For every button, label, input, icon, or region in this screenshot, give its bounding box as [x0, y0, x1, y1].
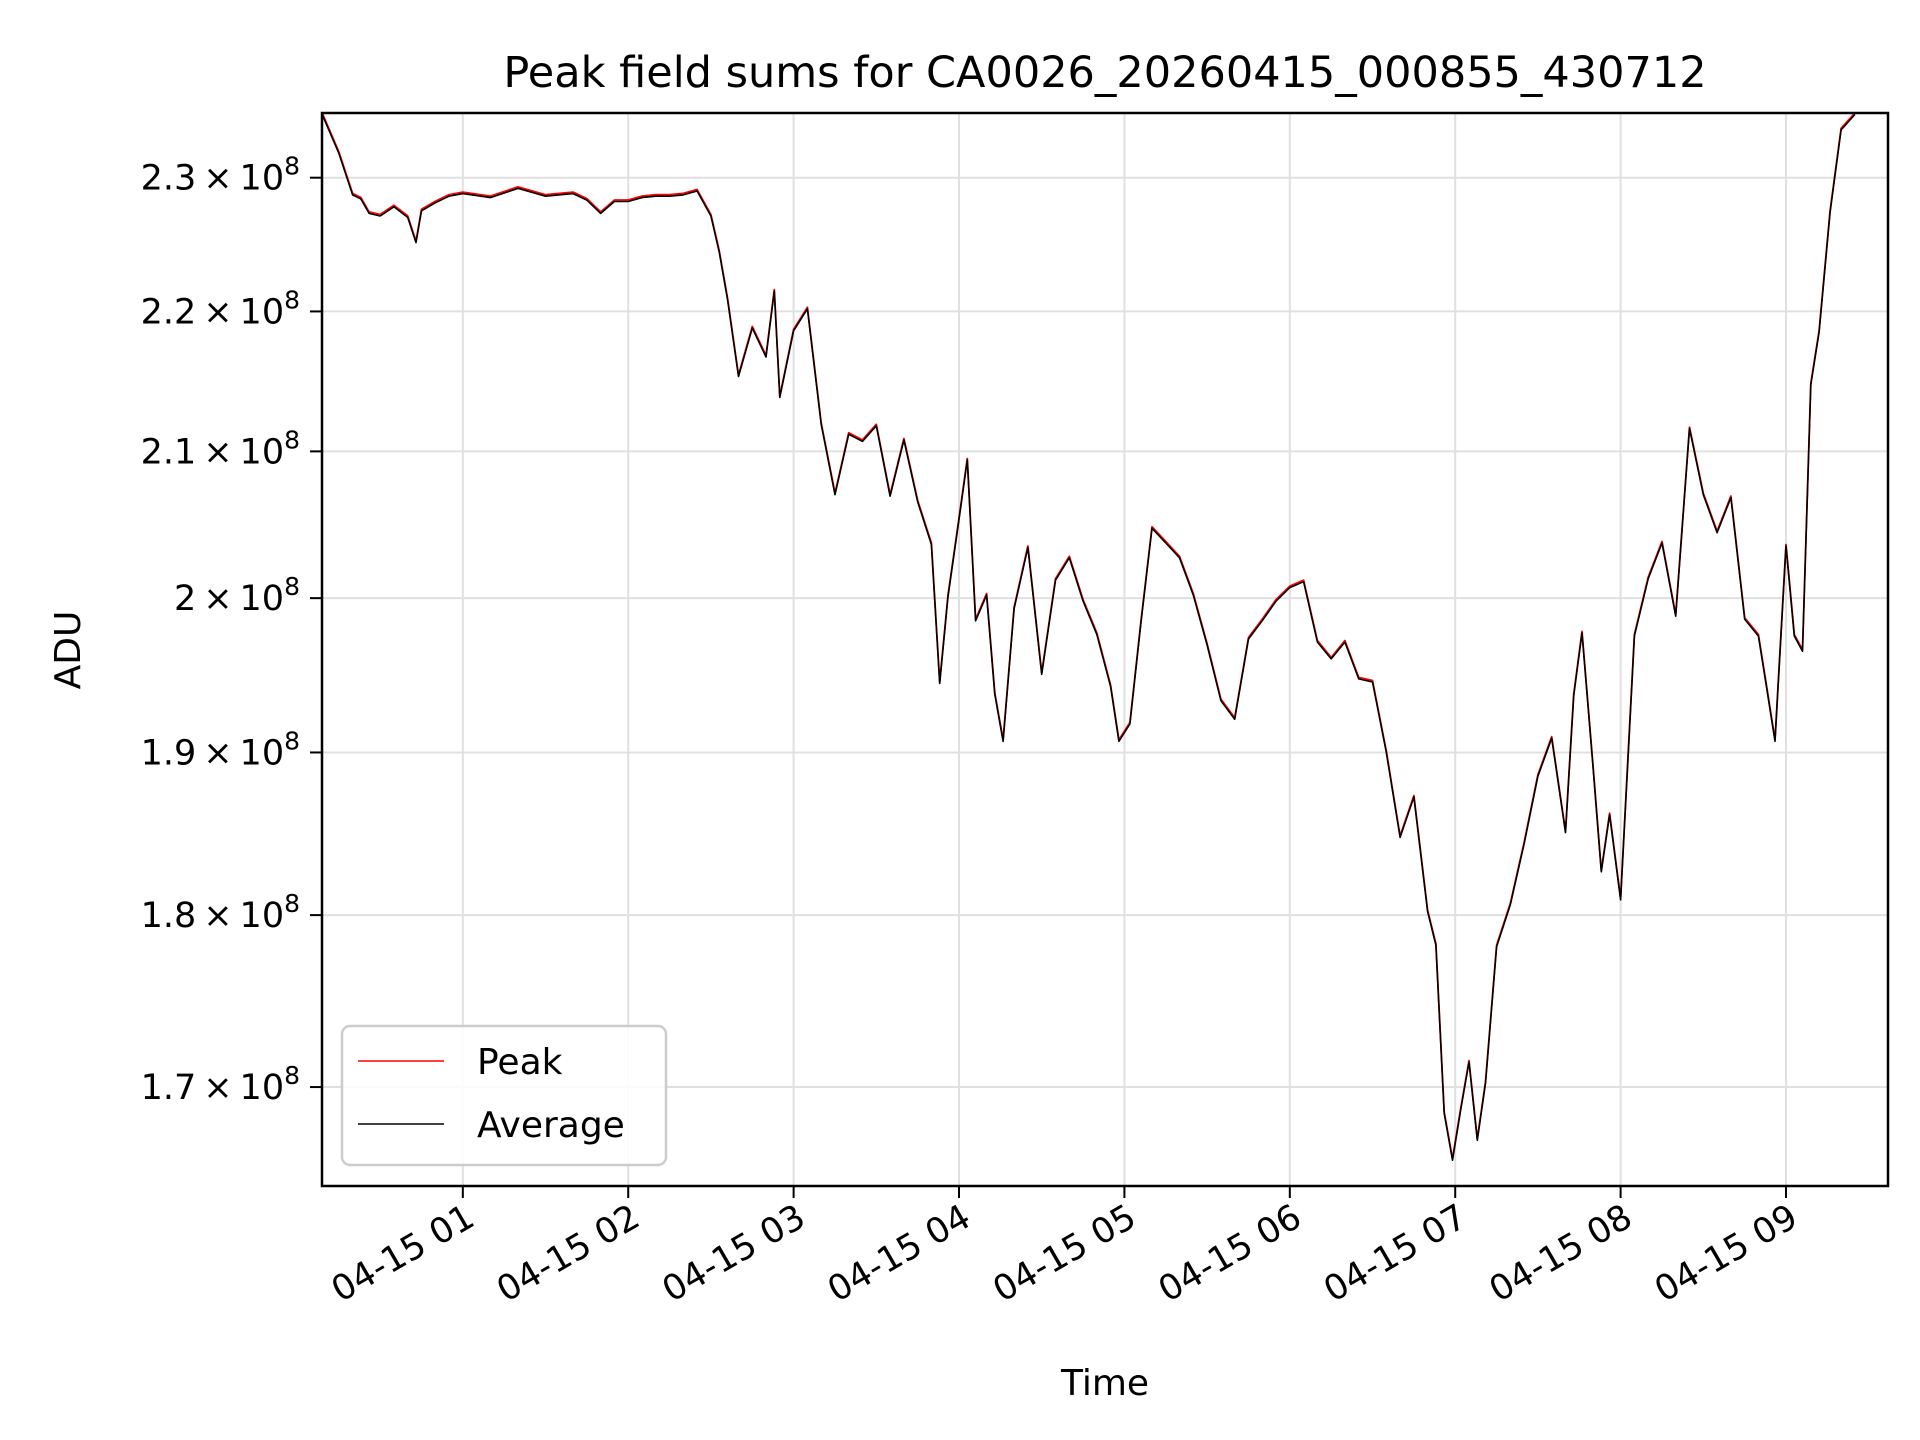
y-tick-label: 1.7 × 108 [141, 1061, 300, 1108]
series-layer [321, 112, 1856, 1161]
legend: Peak Average [340, 1024, 668, 1167]
grid [322, 113, 1888, 1186]
y-tick-label: 2.1 × 108 [141, 425, 300, 472]
y-tick-label: 1.9 × 108 [141, 726, 300, 773]
x-axis-label: Time [1060, 1363, 1149, 1404]
y-axis-label: ADU [48, 611, 89, 690]
series-line-average [321, 113, 1856, 1161]
y-axis: 1.7 × 108 1.8 × 108 1.9 × 108 2 × 108 2.1 × … [141, 152, 322, 1108]
legend-label-peak: Peak [477, 1042, 563, 1083]
y-tick-label: 2 × 108 [174, 572, 300, 619]
y-tick-label: 1.8 × 108 [141, 889, 300, 936]
chart-title: Peak field sums for CA0026_20260415_0008… [503, 48, 1706, 98]
y-tick-label: 2.2 × 108 [141, 285, 300, 332]
legend-label-average: Average [477, 1105, 625, 1146]
y-tick-label: 2.3 × 108 [141, 152, 300, 199]
plot-frame [320, 111, 1890, 1188]
